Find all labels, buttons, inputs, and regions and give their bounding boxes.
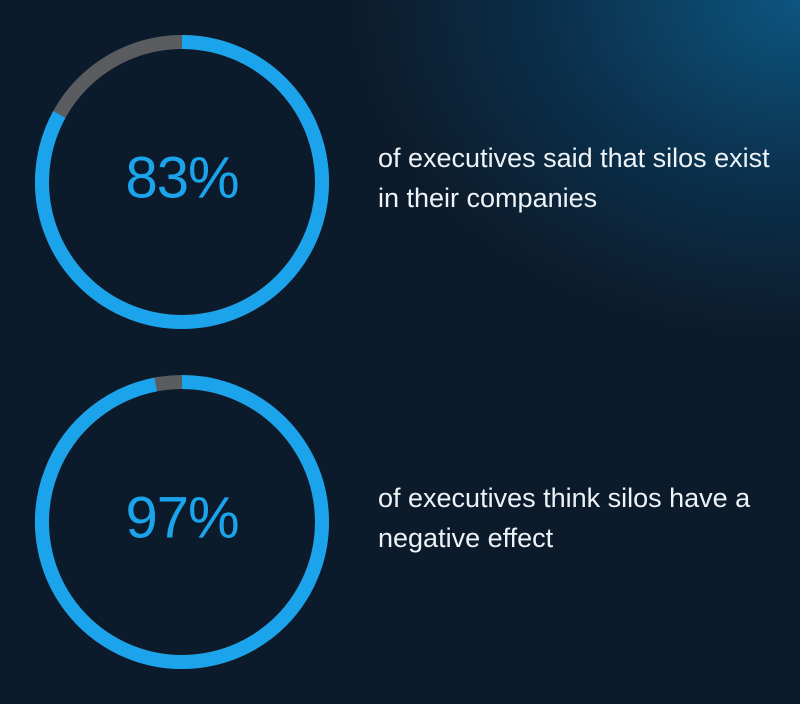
value-label: 97% bbox=[125, 485, 238, 550]
donut-arc bbox=[35, 375, 329, 669]
value-label: 83% bbox=[125, 145, 238, 210]
caption: of executives think silos have a negativ… bbox=[378, 483, 751, 553]
caption: of executives said that silos exist in t… bbox=[378, 143, 770, 213]
donut-arc bbox=[35, 35, 329, 329]
